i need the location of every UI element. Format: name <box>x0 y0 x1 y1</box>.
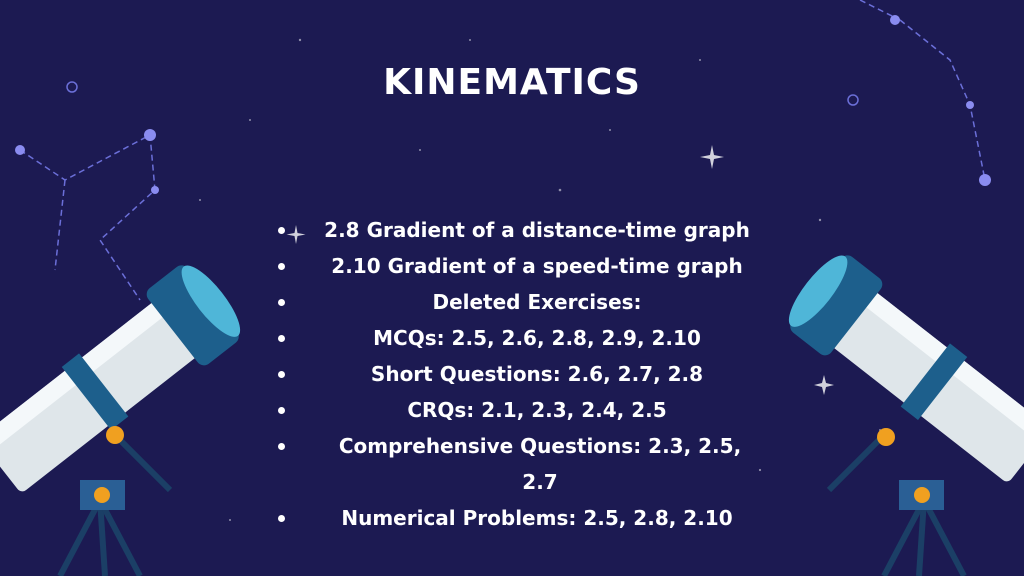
bullet-icon <box>278 371 285 378</box>
list-item: Deleted Exercises: <box>270 284 780 320</box>
list-item: Comprehensive Questions: 2.3, 2.5, 2.7 <box>270 428 780 500</box>
constellation-left <box>19 133 156 301</box>
list-item: Short Questions: 2.6, 2.7, 2.8 <box>270 356 780 392</box>
telescope-left-icon <box>0 265 241 576</box>
slide-title: KINEMATICS <box>383 62 641 103</box>
bullet-icon <box>278 299 285 306</box>
bullet-list: 2.8 Gradient of a distance-time graph 2.… <box>270 212 780 536</box>
bullet-icon <box>278 263 285 270</box>
bullet-icon <box>278 407 285 414</box>
list-item: CRQs: 2.1, 2.3, 2.4, 2.5 <box>270 392 780 428</box>
star-icon <box>286 145 834 395</box>
list-item: Numerical Problems: 2.5, 2.8, 2.10 <box>270 500 780 536</box>
list-item: MCQs: 2.5, 2.6, 2.8, 2.9, 2.10 <box>270 320 780 356</box>
constellation-right <box>859 0 986 181</box>
bullet-icon <box>278 335 285 342</box>
bullet-icon <box>278 443 285 450</box>
list-item: 2.10 Gradient of a speed-time graph <box>270 248 780 284</box>
bullet-icon <box>278 515 285 522</box>
telescope-right-icon <box>788 255 1024 576</box>
list-item: 2.8 Gradient of a distance-time graph <box>270 212 780 248</box>
bullet-icon <box>278 227 285 234</box>
